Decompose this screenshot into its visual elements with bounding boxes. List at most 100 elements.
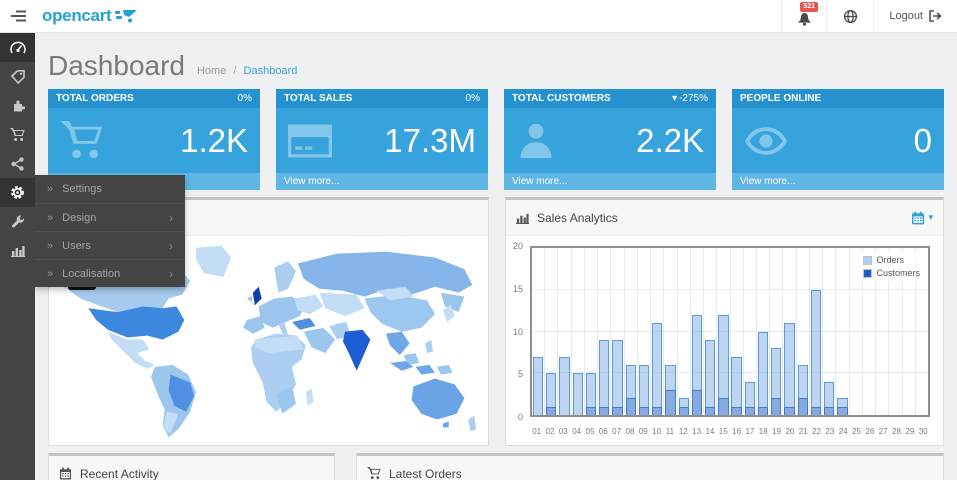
sidebar-item-system[interactable] [0,178,35,207]
orders-bar [585,373,597,415]
breadcrumb-home-link[interactable]: Home [196,65,227,77]
chart-day-slot [757,248,771,415]
tag-icon [10,69,25,84]
chart-day-slot [611,248,625,415]
notifications-badge: 521 [800,2,819,13]
logout-button[interactable]: Logout [873,0,957,32]
x-tick-label: 27 [878,427,888,436]
legend-swatch [863,269,873,278]
user-icon [516,121,556,161]
orders-bar [638,364,650,415]
double-arrow-icon: » [47,211,54,224]
y-tick-label: 10 [512,326,523,337]
total-orders-card: TOTAL ORDERS 0% 1.2K View more... [48,89,260,190]
gear-icon [10,185,25,200]
sidebar-item-marketing[interactable] [0,149,35,178]
orders-bar [744,381,755,415]
calendar-icon [911,211,925,225]
customers-bar [625,398,636,415]
system-flyout-menu: » Settings » Design › » Users › » Locali… [35,175,185,287]
x-tick-label: 19 [772,427,782,436]
bottom-panels: Recent Activity Latest Orders [48,453,944,480]
chart-day-slot [810,248,824,415]
double-arrow-icon: » [47,183,54,195]
view-more-link[interactable]: View more... [276,173,488,190]
x-tick-label: 21 [798,427,808,436]
store-front-button[interactable] [827,0,873,32]
card-percent-value: -275% [679,93,708,104]
notifications-button[interactable]: 521 [781,0,827,32]
x-tick-label: 16 [732,427,742,436]
x-tick-label: 17 [745,427,755,436]
x-tick-label: 24 [838,427,848,436]
x-tick-label: 09 [638,427,648,436]
cart-icon [60,120,104,161]
customers-bar [585,406,597,415]
sidebar-item-tools[interactable] [0,207,35,236]
orders-bar [652,323,663,415]
x-tick-label: 23 [825,427,835,436]
card-title: PEOPLE ONLINE [740,93,822,104]
flyout-item-localisation[interactable]: » Localisation › [35,259,185,287]
flyout-item-users[interactable]: » Users › [35,231,185,259]
card-title: TOTAL CUSTOMERS [512,93,611,104]
recent-activity-panel: Recent Activity [48,453,335,480]
orders-bar [797,364,808,415]
flyout-item-settings[interactable]: » Settings [35,175,185,203]
customers-bar [599,406,610,415]
logo-text: opencart [42,6,112,25]
orders-bar [532,356,544,415]
chevron-right-icon: › [169,238,173,253]
sales-analytics-body: 0 5 10 15 20 Orders Customers 01 02 03 04 05 06 07 0… [506,236,943,445]
y-tick-label: 0 [517,412,523,422]
flyout-item-label: Localisation [62,267,121,280]
eye-icon [744,125,788,157]
chart-day-slot [783,248,797,415]
sidebar-item-dashboard[interactable] [0,33,35,62]
menu-toggle-button[interactable] [0,0,36,32]
sidebar-item-sales[interactable] [0,120,35,149]
legend-label: Orders [876,255,904,265]
card-percent: ▾ -275% [672,93,708,104]
orders-bar [757,331,769,415]
sidebar-item-reports[interactable] [0,236,35,265]
customers-bar [771,398,782,415]
card-title: TOTAL SALES [284,93,353,104]
card-percent: 0% [237,93,252,104]
chart-day-slot [664,248,678,415]
people-online-card: PEOPLE ONLINE 0 View more... [732,89,944,190]
top-header: opencart 521 Logout [0,0,957,33]
opencart-logo[interactable]: opencart [36,0,138,32]
chart-day-slot [823,248,837,415]
chart-day-slot [876,248,890,415]
card-value: 2.2K [636,121,704,159]
bar-chart-icon [516,212,529,224]
view-more-link[interactable]: View more... [504,173,716,190]
customers-bar [797,398,808,415]
flyout-item-label: Users [62,239,91,252]
chart-plot-area: Orders Customers [530,246,930,417]
date-range-button[interactable]: ▾ [911,211,933,225]
chart-day-slot [572,248,585,415]
card-percent: 0% [465,93,480,104]
double-arrow-icon: » [47,239,54,252]
dashboard-panels: Sales Analytics ▾ 0 5 10 15 20 Orders Custome… [48,197,944,446]
x-tick-label: 29 [905,427,915,436]
x-tick-label: 18 [758,427,768,436]
main-content: Dashboard Home / Dashboard TOTAL ORDERS … [35,33,957,480]
breadcrumb: Home / Dashboard [197,65,297,77]
card-value: 1.2K [180,121,248,159]
customers-bar [652,406,663,415]
card-value: 17.3M [384,121,476,159]
chevron-right-icon: › [169,266,173,281]
card-title: TOTAL ORDERS [56,93,134,104]
sidebar-item-extensions[interactable] [0,91,35,120]
flyout-item-label: Design [62,211,97,224]
view-more-link[interactable]: View more... [732,173,944,190]
flyout-item-design[interactable]: » Design › [35,203,185,231]
x-tick-label: 07 [612,427,622,436]
sidebar-item-catalog[interactable] [0,62,35,91]
breadcrumb-current-link[interactable]: Dashboard [243,65,298,77]
orders-bar [599,339,610,415]
y-tick-label: 5 [517,369,523,380]
